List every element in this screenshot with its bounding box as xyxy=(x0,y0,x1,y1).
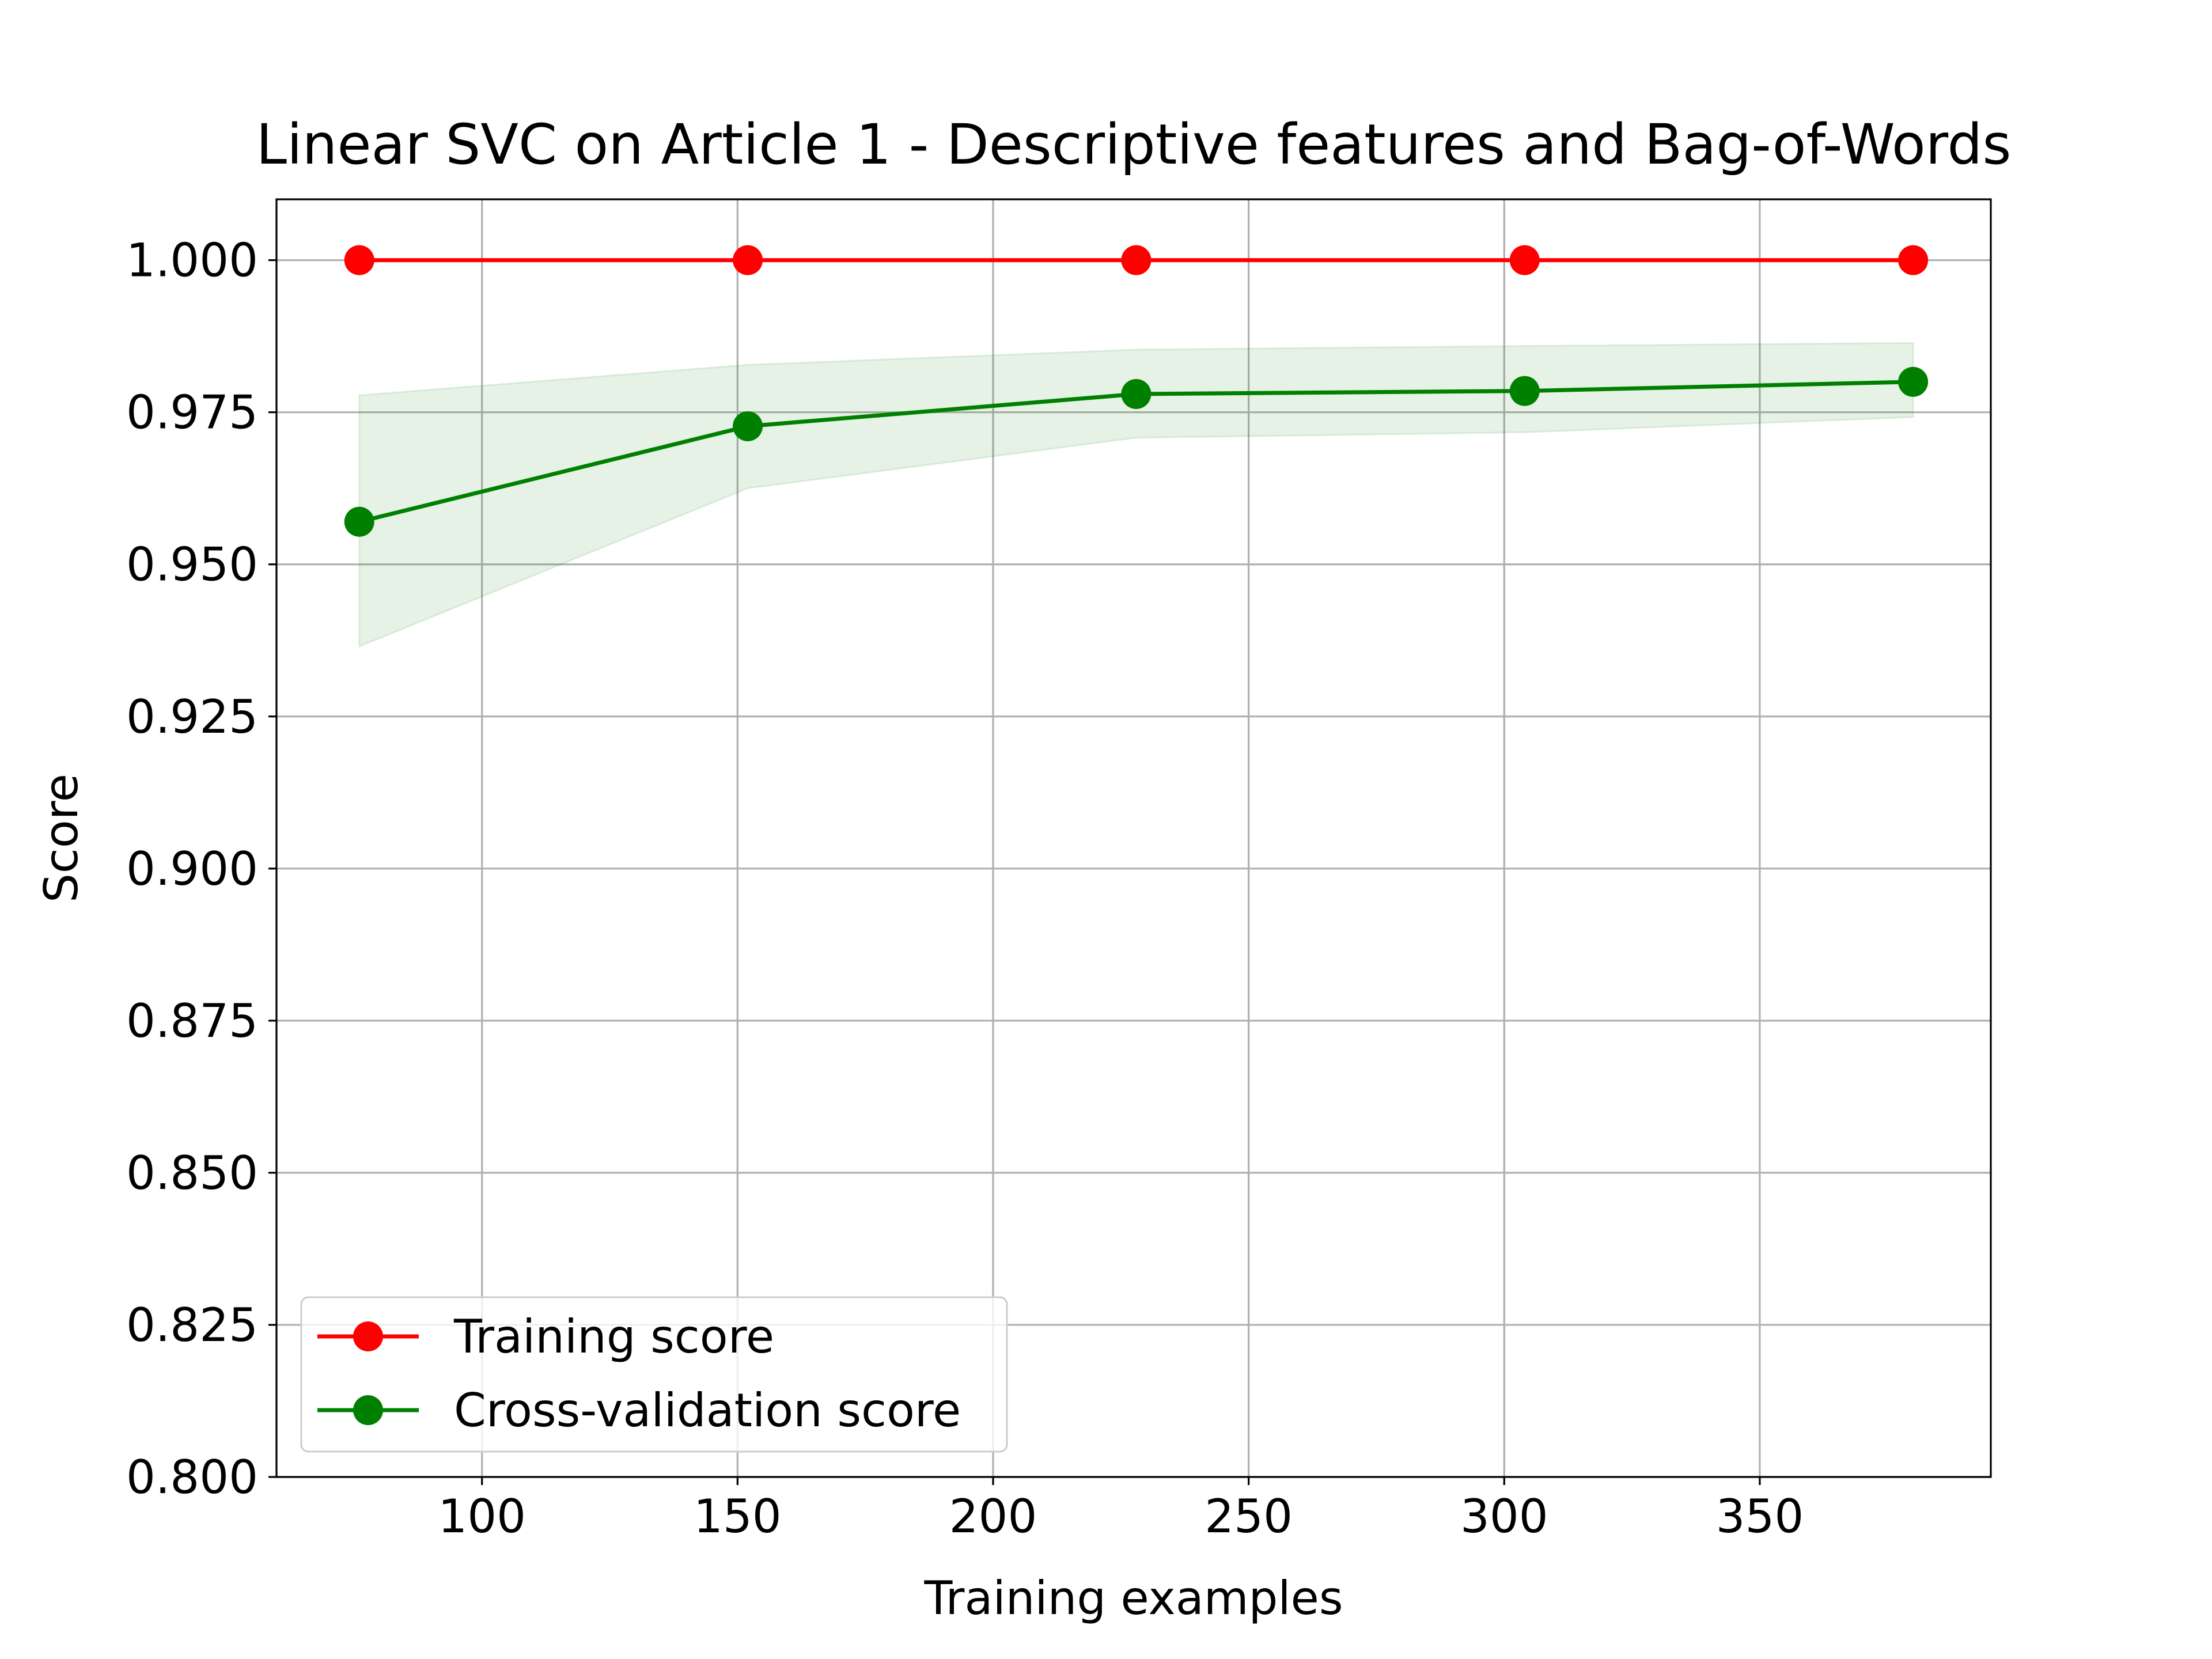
series-2-point xyxy=(344,506,374,537)
y-tick-label: 0.925 xyxy=(126,690,258,744)
x-tick-label: 300 xyxy=(1460,1490,1548,1543)
y-axis-label: Score xyxy=(35,774,88,903)
series-1-point xyxy=(1121,245,1152,275)
series-1-point xyxy=(733,245,763,275)
y-tick-label: 0.800 xyxy=(126,1450,258,1504)
y-tick-label: 0.950 xyxy=(126,538,258,592)
plot-frame xyxy=(275,198,1992,1478)
axis-ticks: 100 150 200 250 300 350 0.800 0.825 0.850 0.875 0.… xyxy=(126,234,1804,1543)
series-1-point xyxy=(1509,245,1540,275)
legend-swatch-marker xyxy=(353,1321,383,1351)
legend-entry-training: Training score xyxy=(317,1310,774,1363)
legend-swatch-marker xyxy=(353,1395,383,1425)
x-tick-label: 250 xyxy=(1205,1490,1293,1543)
series-2-point xyxy=(1898,366,1929,397)
legend-entry-cross-validation: Cross-validation score xyxy=(317,1384,961,1437)
y-tick-label: 0.875 xyxy=(126,994,258,1048)
legend: Training score Cross-validation score xyxy=(300,1296,1008,1453)
y-tick-label: 1.000 xyxy=(126,234,258,287)
chart-title: Linear SVC on Article 1 - Descriptive fe… xyxy=(256,112,2011,177)
y-tick-label: 0.825 xyxy=(126,1298,258,1352)
x-tick-label: 350 xyxy=(1716,1490,1804,1543)
legend-box xyxy=(300,1296,1008,1453)
y-tick-label: 0.900 xyxy=(126,842,258,896)
series-lines xyxy=(344,245,1929,537)
y-tick-label: 0.850 xyxy=(126,1146,258,1200)
y-tick-label: 0.975 xyxy=(126,386,258,440)
series-1-point xyxy=(344,245,374,275)
x-tick-label: 200 xyxy=(949,1490,1037,1543)
series-2-point xyxy=(1509,376,1540,406)
x-axis-label: Training examples xyxy=(923,1571,1343,1625)
series-2-point xyxy=(733,411,763,441)
series-2-point xyxy=(1121,378,1152,409)
series-1-point xyxy=(1898,245,1929,275)
legend-label: Training score xyxy=(453,1310,774,1363)
x-tick-label: 150 xyxy=(694,1490,782,1543)
x-tick-label: 100 xyxy=(438,1490,526,1543)
legend-label: Cross-validation score xyxy=(454,1384,961,1437)
